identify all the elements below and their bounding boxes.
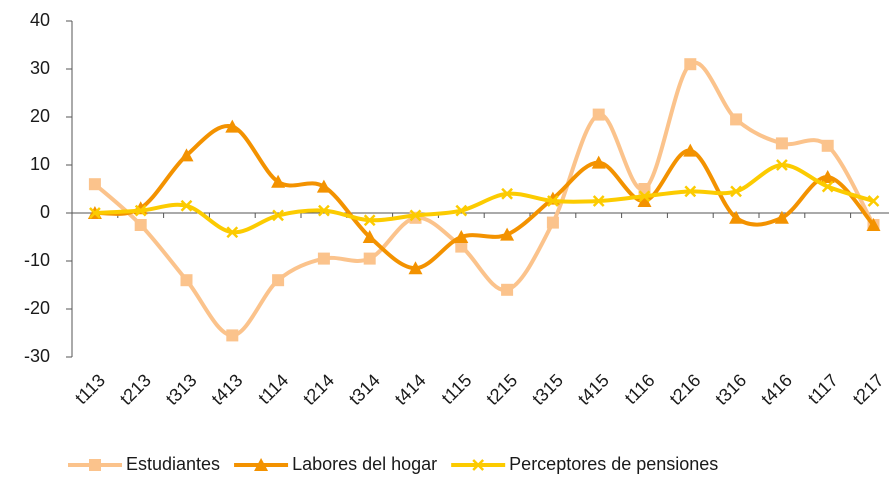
series-line: [93, 60, 876, 338]
x-tick-label: t215: [482, 370, 521, 409]
marker: [591, 155, 606, 169]
marker: [821, 180, 834, 193]
marker: [317, 252, 330, 265]
marker: [408, 261, 423, 275]
y-tick-label: 0: [40, 202, 50, 222]
marker: [592, 108, 605, 121]
legend-label: Labores del hogar: [292, 454, 437, 474]
x-tick-label: t117: [804, 370, 842, 408]
legend-label: Estudiantes: [126, 454, 220, 474]
marker: [272, 274, 285, 287]
x-tick-label: t414: [391, 370, 430, 409]
marker: [88, 178, 101, 191]
marker: [500, 227, 515, 241]
x-tick-label: t214: [299, 370, 338, 409]
y-tick-label: -30: [24, 346, 50, 366]
marker: [89, 459, 101, 471]
marker: [821, 139, 834, 152]
x-tick-label: t216: [666, 370, 705, 409]
marker: [776, 159, 788, 171]
marker: [638, 190, 651, 203]
x-tick-label: t114: [254, 370, 292, 408]
x-tick-label: t413: [208, 370, 247, 409]
x-tick-label: t116: [621, 370, 659, 408]
x-tick-label: t316: [711, 370, 750, 409]
marker: [180, 274, 193, 287]
marker: [179, 148, 194, 162]
marker: [637, 194, 652, 207]
marker: [455, 204, 468, 217]
marker: [547, 195, 559, 207]
series-line: [94, 124, 876, 271]
marker: [501, 187, 513, 200]
marker: [89, 207, 101, 219]
x-tick-label: t113: [71, 370, 109, 408]
x-tick-label: t416: [757, 370, 796, 409]
x-tick-label: t314: [345, 370, 384, 409]
marker: [363, 252, 376, 265]
x-tick-label: t115: [438, 370, 476, 408]
marker: [316, 179, 331, 193]
marker: [684, 185, 697, 198]
y-tick-label: -10: [24, 250, 50, 270]
marker: [820, 170, 835, 183]
marker: [225, 119, 240, 133]
y-tick-label: 10: [30, 154, 50, 174]
marker: [134, 219, 147, 231]
y-tick-label: 40: [30, 10, 50, 30]
marker: [226, 226, 239, 239]
x-tick-label: t213: [116, 370, 155, 409]
marker: [501, 283, 514, 296]
marker: [454, 230, 469, 243]
marker: [592, 195, 605, 207]
marker: [180, 199, 193, 212]
marker: [254, 458, 269, 471]
marker: [774, 210, 789, 224]
marker: [730, 113, 743, 126]
marker: [683, 143, 698, 157]
marker: [271, 174, 286, 188]
marker: [730, 185, 742, 198]
legend-label: Perceptores de pensiones: [509, 454, 718, 474]
marker: [226, 329, 239, 342]
marker: [684, 58, 697, 71]
marker: [363, 214, 376, 227]
x-tick-label: t415: [574, 370, 613, 409]
marker: [775, 137, 788, 150]
marker: [409, 209, 422, 222]
marker: [472, 459, 485, 471]
y-tick-label: 30: [30, 58, 50, 78]
marker: [134, 204, 147, 217]
marker: [318, 204, 330, 217]
series-line: [94, 163, 875, 235]
marker: [546, 216, 559, 229]
marker: [362, 230, 377, 243]
x-tick-label: t217: [849, 370, 888, 409]
y-tick-label: -20: [24, 298, 50, 318]
marker: [272, 209, 284, 222]
marker: [729, 210, 744, 224]
marker: [867, 195, 880, 207]
marker: [455, 240, 468, 253]
y-tick-label: 20: [30, 106, 50, 126]
marker: [866, 218, 881, 231]
x-tick-label: t315: [528, 370, 567, 409]
x-tick-label: t313: [162, 370, 201, 409]
